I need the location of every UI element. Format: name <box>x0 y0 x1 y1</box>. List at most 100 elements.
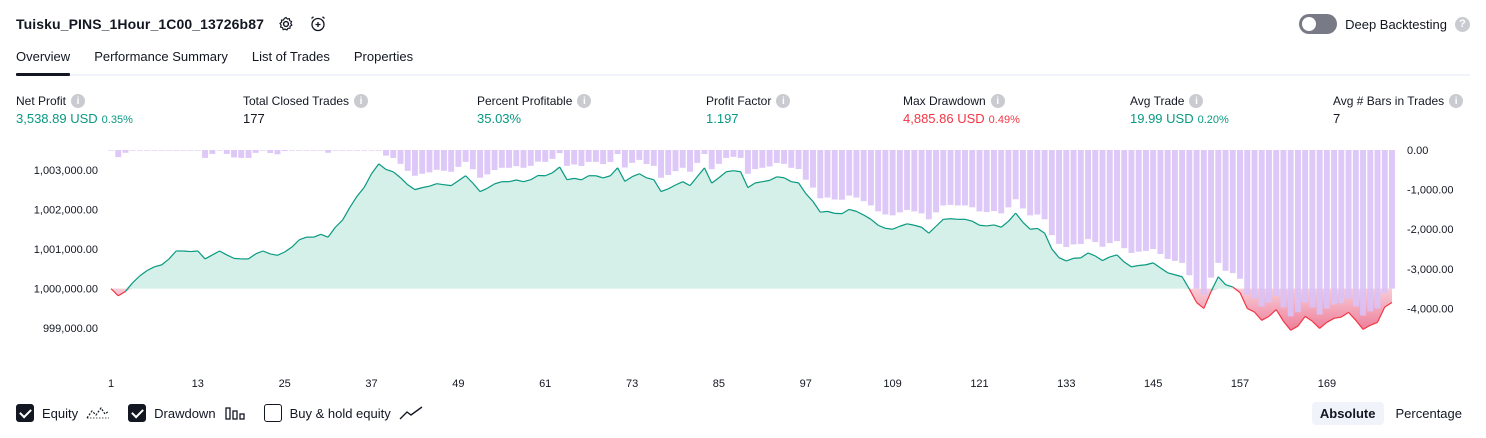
equity-drawdown-chart[interactable]: 1,003,000.00 1,002,000.00 1,001,000.00 1,00… <box>0 140 1486 392</box>
equity-line-segment <box>696 167 705 178</box>
equity-line-layer <box>110 163 1393 331</box>
equity-line-segment <box>581 175 589 181</box>
equity-line-segment <box>1138 264 1146 267</box>
info-icon[interactable]: i <box>1189 94 1204 108</box>
drawdown-bar <box>1222 150 1229 271</box>
drawdown-bar <box>288 150 295 151</box>
equity-line-segment <box>146 266 155 272</box>
equity-line-segment <box>1254 311 1263 321</box>
drawdown-bar <box>1114 150 1120 242</box>
info-icon[interactable]: i <box>577 94 592 108</box>
stat-label: Percent Profitable <box>477 94 573 108</box>
drawdown-bar <box>1229 150 1236 274</box>
drawdown-checkbox[interactable] <box>128 404 147 422</box>
drawdown-bar <box>1012 150 1019 200</box>
drawdown-bar <box>368 150 375 151</box>
drawdown-bar <box>433 150 440 170</box>
tab-list-of-trades[interactable]: List of Trades <box>251 49 330 64</box>
equity-line-segment <box>1066 257 1074 262</box>
equity-line-segment <box>769 176 778 181</box>
equity-line-segment <box>1152 262 1161 269</box>
drawdown-bar <box>354 150 361 151</box>
drawdown-bar <box>1200 150 1207 295</box>
drawdown-bar <box>824 150 831 198</box>
equity-line-segment <box>1109 254 1118 258</box>
trade-tick-label: 85 <box>713 378 725 390</box>
drawdown-bar <box>1287 150 1294 317</box>
drawdown-bar <box>375 150 382 151</box>
equity-line-segment <box>631 173 640 178</box>
info-icon[interactable]: i <box>990 94 1005 108</box>
drawdown-bar <box>954 150 961 206</box>
drawdown-bar <box>1316 150 1323 315</box>
equity-line-segment <box>1080 252 1089 259</box>
tab-properties[interactable]: Properties <box>353 49 414 64</box>
drawdown-bar <box>115 150 122 158</box>
drawdown-bar <box>1251 150 1258 299</box>
equity-line-segment <box>856 210 864 216</box>
stat-label: Max Drawdown <box>903 94 986 108</box>
gear-icon[interactable] <box>276 14 296 34</box>
stat-percent: 0.35% <box>101 114 133 126</box>
question-icon[interactable]: ? <box>1455 16 1470 32</box>
equity-line-segment <box>1044 232 1053 250</box>
deep-backtesting-toggle[interactable] <box>1299 14 1338 34</box>
stat-percent: 0.20% <box>1197 114 1229 126</box>
drawdown-bar <box>904 150 911 210</box>
info-icon[interactable]: i <box>354 94 369 108</box>
buy-hold-checkbox[interactable] <box>263 404 282 422</box>
equity-line-segment <box>675 181 683 186</box>
info-icon[interactable]: i <box>1449 94 1464 108</box>
drawdown-bar <box>397 150 404 164</box>
stat-value: 4,885.86 USD <box>903 111 985 126</box>
drawdown-bar <box>419 150 426 174</box>
equity-line-segment <box>1087 252 1096 257</box>
info-icon[interactable]: i <box>776 94 791 108</box>
add-alert-icon[interactable] <box>308 14 328 34</box>
equity-line-segment <box>1384 301 1393 308</box>
equity-line-segment <box>1261 315 1270 321</box>
drawdown-bar <box>1135 150 1142 252</box>
equity-line-segment <box>334 219 344 228</box>
drawdown-bar <box>614 150 621 154</box>
drawdown-bar <box>810 150 816 188</box>
drawdown-bar <box>535 150 541 162</box>
equity-line-segment <box>899 223 908 227</box>
drawdown-bar <box>361 150 368 151</box>
equity-checkbox[interactable] <box>16 404 34 422</box>
legend-equity[interactable]: Equity <box>16 404 110 422</box>
tab-performance-summary[interactable]: Performance Summary <box>94 49 228 64</box>
stat-avg-bars-in-trades: Avg # Bars in Trades i 7 <box>1333 94 1464 126</box>
drawdown-bar <box>1063 150 1070 248</box>
equity-line-segment <box>385 168 394 173</box>
equity-line-segment <box>653 179 662 192</box>
equity-line-segment <box>1232 286 1241 294</box>
mode-percentage[interactable]: Percentage <box>1395 406 1463 421</box>
equity-line-segment <box>248 253 257 260</box>
equity-tick-label: 1,003,000.00 <box>34 165 98 177</box>
info-icon[interactable]: i <box>71 94 86 108</box>
equity-line-segment <box>849 208 857 212</box>
drawdown-bar <box>491 150 498 171</box>
equity-axis: 1,003,000.00 1,002,000.00 1,001,000.00 1,00… <box>34 165 98 335</box>
drawdown-bar <box>506 150 513 168</box>
equity-line-segment <box>270 253 278 256</box>
stat-value: 19.99 USD <box>1130 111 1194 126</box>
equity-line-segment <box>226 254 235 259</box>
drawdown-bar <box>1056 150 1063 244</box>
tab-overview[interactable]: Overview <box>16 48 82 76</box>
drawdown-bar <box>158 150 165 151</box>
equity-line-segment <box>392 171 401 179</box>
equity-line-segment <box>255 250 264 255</box>
drawdown-bar <box>752 150 759 170</box>
drawdown-bar <box>549 150 556 159</box>
mode-absolute[interactable]: Absolute <box>1311 402 1384 425</box>
drawdown-bar <box>708 150 715 170</box>
legend-buy-hold-equity[interactable]: Buy & hold equity <box>263 404 423 422</box>
drawdown-bar <box>455 150 462 167</box>
equity-line-segment <box>552 166 561 174</box>
drawdown-bar <box>759 150 766 168</box>
drawdown-bar <box>658 150 664 178</box>
equity-line-segment <box>414 187 423 191</box>
legend-drawdown[interactable]: Drawdown <box>128 404 245 422</box>
